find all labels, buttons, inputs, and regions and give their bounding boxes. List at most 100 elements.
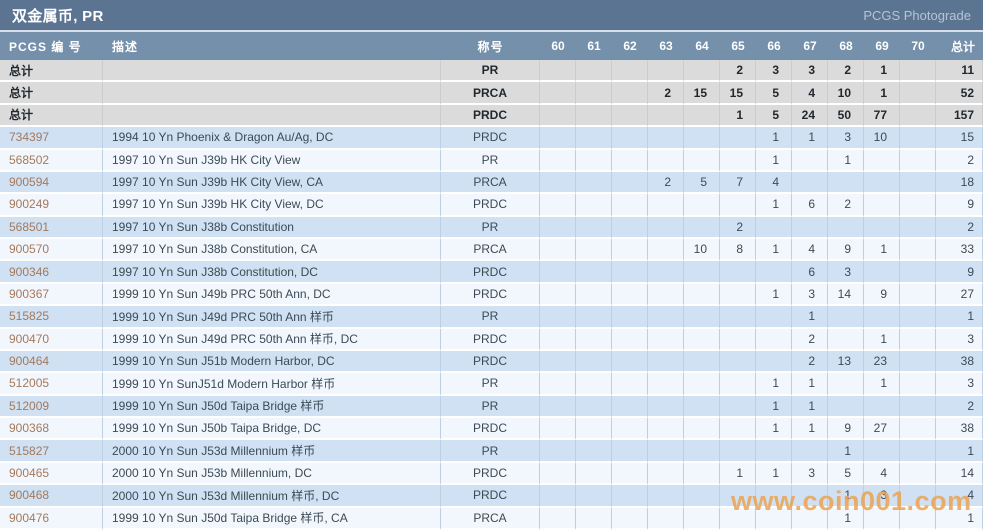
pcgs-number-link[interactable]: 900367 (9, 286, 50, 301)
pcgs-number-cell: 900465 (0, 462, 103, 486)
grade-cell-70 (900, 104, 936, 128)
grade-cell-61 (576, 261, 612, 284)
grade-cell-63 (648, 127, 684, 150)
pcgs-number-link[interactable]: 512005 (9, 376, 50, 391)
grade-cell-63 (648, 239, 684, 262)
grade-cell-70 (900, 82, 936, 105)
grade-cell-61 (576, 216, 612, 239)
grade-cell-68: 9 (828, 239, 864, 262)
grade-cell-63 (648, 283, 684, 307)
grade-cell-63 (648, 507, 684, 530)
page-title: 双金属币, PR (12, 7, 104, 25)
grade-cell-70 (900, 462, 936, 486)
grade-cell-69 (864, 216, 900, 239)
grade-cell-65: 7 (720, 171, 756, 195)
pcgs-number-cell: 734397 (0, 127, 103, 150)
grade-cell-61 (576, 462, 612, 486)
table-header-row: PCGS 编 号描述 称号 60 61 62 63 64 65 66 67 68 69 70 总计 (0, 32, 983, 60)
table-row: 900367 1999 10 Yn Sun J49b PRC 50th Ann, … (0, 283, 983, 307)
pcgs-number-link[interactable]: 900346 (9, 264, 50, 279)
grade-cell-70 (900, 127, 936, 150)
grade-cell-64 (684, 149, 720, 172)
photograde-link[interactable]: PCGS Photograde (863, 7, 971, 23)
grade-cell-69: 1 (864, 373, 900, 396)
col-header-total: 总计 (936, 32, 983, 60)
grade-cell-62 (612, 462, 648, 486)
summary-row: 总计 PR 2 3 3 2 1 11 (0, 60, 983, 83)
pcgs-number-link[interactable]: 734397 (9, 130, 50, 145)
grade-cell-67 (792, 507, 828, 530)
grade-cell-68: 1 (828, 485, 864, 508)
grade-cell-62 (612, 171, 648, 195)
grade-cell-61 (576, 194, 612, 217)
summary-label-cell: 总计 (0, 60, 103, 83)
designation-cell: PR (441, 149, 540, 172)
designation-cell: PRDC (441, 194, 540, 217)
description-cell: 1999 10 Yn Sun J49b PRC 50th Ann, DC (103, 283, 441, 307)
designation-cell: PRDC (441, 283, 540, 307)
grade-cell-63 (648, 261, 684, 284)
description-cell: 1997 10 Yn Sun J38b Constitution, DC (103, 261, 441, 284)
grade-cell-62 (612, 261, 648, 284)
grade-cell-65 (720, 507, 756, 530)
grade-cell-62 (612, 373, 648, 396)
grade-cell-63 (648, 350, 684, 374)
grade-cell-62 (612, 194, 648, 217)
grade-cell-68: 10 (828, 82, 864, 105)
grade-cell-66 (756, 306, 792, 329)
grade-cell-67: 3 (792, 283, 828, 307)
pcgs-number-link[interactable]: 900594 (9, 175, 50, 190)
grade-cell-62 (612, 328, 648, 351)
grade-cell-66 (756, 350, 792, 374)
pcgs-number-link[interactable]: 568502 (9, 152, 50, 167)
grade-cell-66: 3 (756, 60, 792, 83)
total-cell: 52 (936, 82, 983, 105)
grade-cell-62 (612, 149, 648, 172)
summary-label-cell: 总计 (0, 82, 103, 105)
grade-cell-64 (684, 216, 720, 239)
grade-cell-65: 1 (720, 104, 756, 128)
grade-cell-66 (756, 485, 792, 508)
grade-cell-62 (612, 283, 648, 307)
grade-cell-68: 1 (828, 507, 864, 530)
pcgs-number-link[interactable]: 900470 (9, 331, 50, 346)
pcgs-number-link[interactable]: 900368 (9, 421, 50, 436)
col-header-grade-70: 70 (900, 32, 936, 60)
grade-cell-61 (576, 283, 612, 307)
grade-cell-70 (900, 350, 936, 374)
grade-cell-68: 3 (828, 127, 864, 150)
description-cell: 1997 10 Yn Sun J39b HK City View, DC (103, 194, 441, 217)
pcgs-number-link[interactable]: 900476 (9, 510, 50, 525)
grade-cell-69: 1 (864, 239, 900, 262)
pcgs-number-link[interactable]: 515827 (9, 443, 50, 458)
pcgs-number-link[interactable]: 568501 (9, 219, 50, 234)
grade-cell-60 (540, 104, 576, 128)
grade-cell-60 (540, 373, 576, 396)
pcgs-number-link[interactable]: 515825 (9, 309, 50, 324)
grade-cell-69: 10 (864, 127, 900, 150)
grade-cell-70 (900, 306, 936, 329)
grade-cell-68: 50 (828, 104, 864, 128)
total-cell: 15 (936, 127, 983, 150)
grade-cell-65 (720, 127, 756, 150)
grade-cell-62 (612, 485, 648, 508)
pcgs-number-link[interactable]: 512009 (9, 398, 50, 413)
total-cell: 1 (936, 507, 983, 530)
grade-cell-62 (612, 104, 648, 128)
pcgs-number-link[interactable]: 900249 (9, 197, 50, 212)
total-cell: 14 (936, 462, 983, 486)
grade-cell-62 (612, 395, 648, 418)
grade-cell-69: 1 (864, 60, 900, 83)
pcgs-number-link[interactable]: 900465 (9, 465, 50, 480)
pcgs-number-link[interactable]: 900570 (9, 242, 50, 257)
grade-cell-69 (864, 395, 900, 418)
pcgs-number-link[interactable]: 900464 (9, 354, 50, 369)
table-row: 900465 2000 10 Yn Sun J53b Millennium, DC… (0, 462, 983, 486)
grade-cell-66: 5 (756, 82, 792, 105)
grade-cell-67 (792, 485, 828, 508)
grade-cell-63 (648, 60, 684, 83)
pcgs-number-cell: 900570 (0, 239, 103, 262)
grade-cell-61 (576, 127, 612, 150)
pcgs-number-link[interactable]: 900468 (9, 488, 50, 503)
description-cell: 1999 10 Yn Sun J51b Modern Harbor, DC (103, 350, 441, 374)
